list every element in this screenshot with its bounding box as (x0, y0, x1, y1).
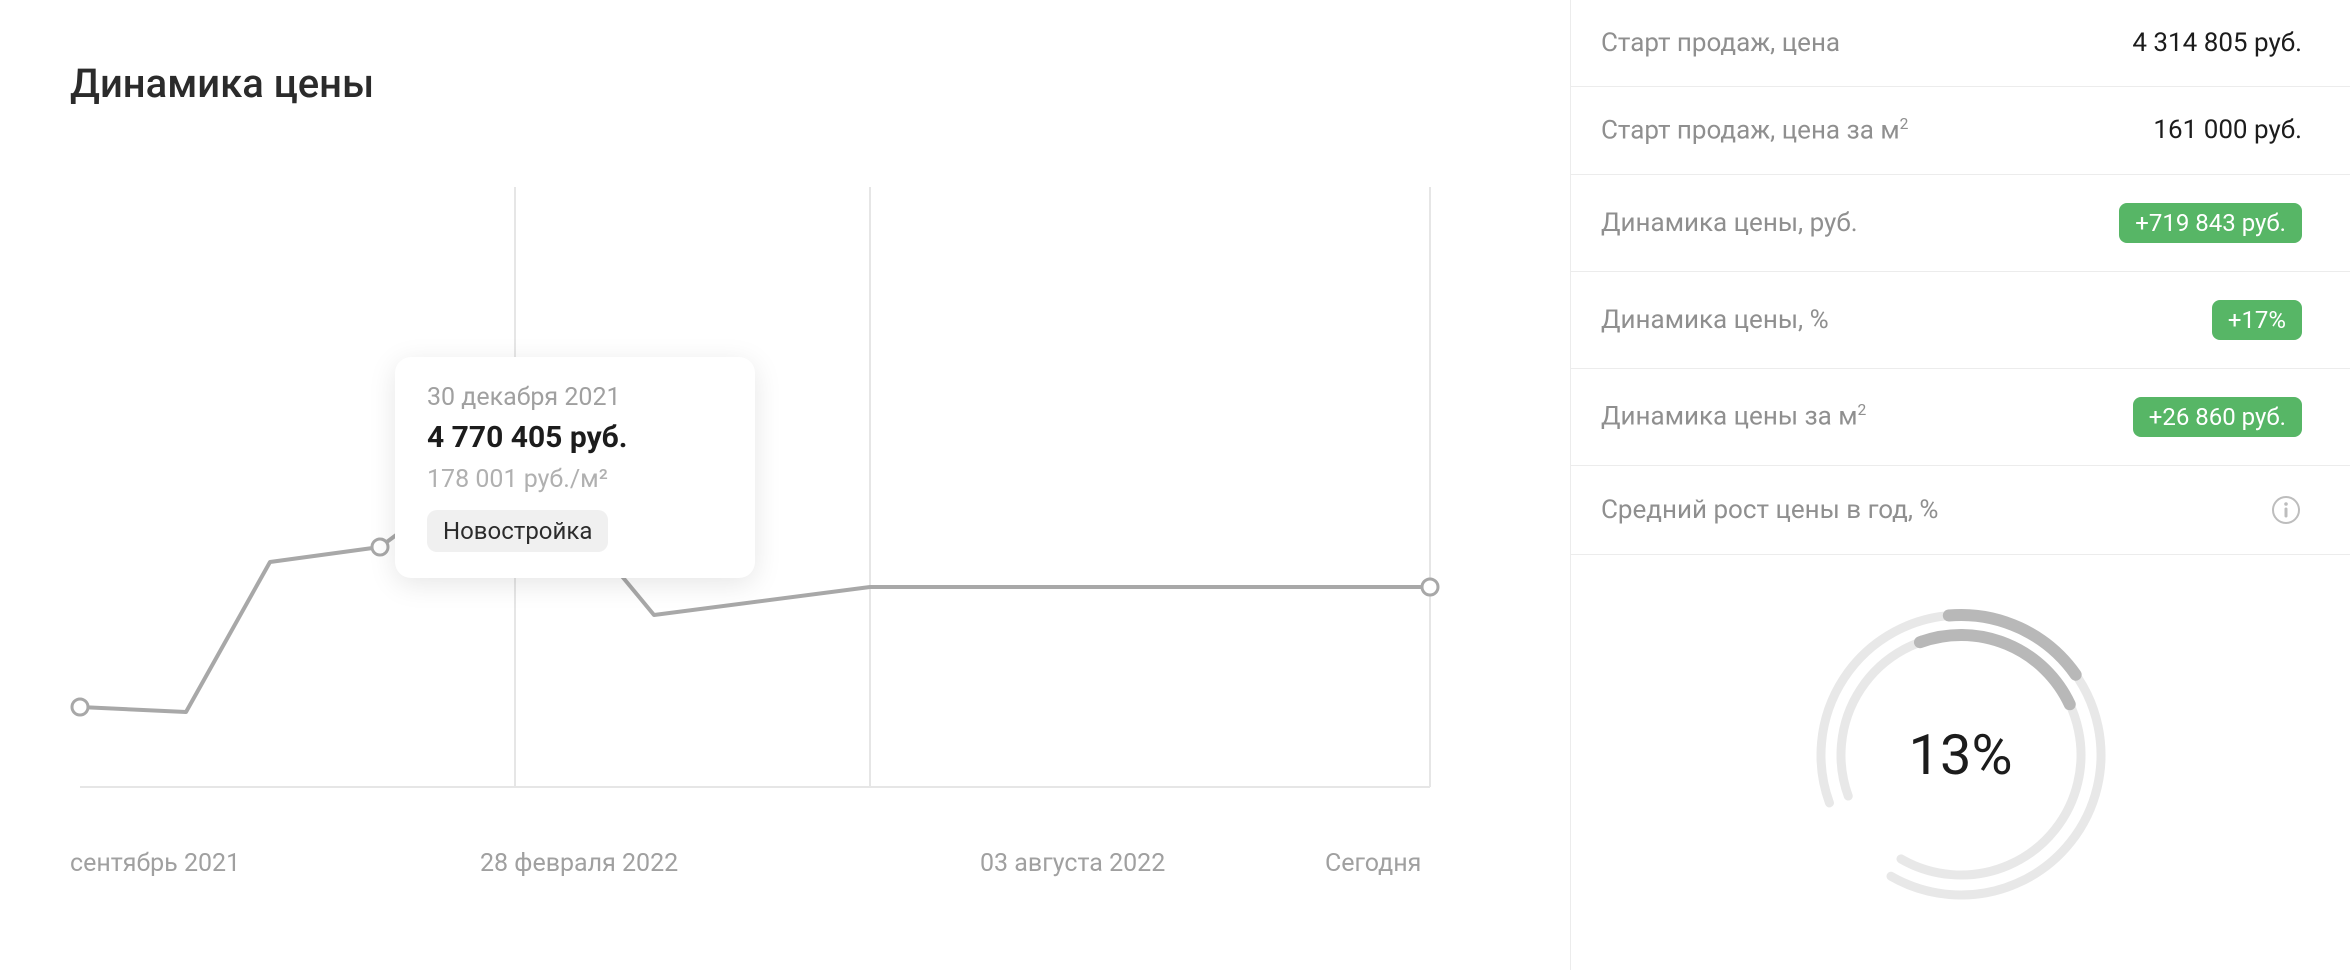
stats-list: Старт продаж, цена4 314 805 руб.Старт пр… (1571, 0, 2350, 555)
stats-label: Старт продаж, цена за м2 (1601, 115, 1908, 146)
tooltip-date: 30 декабря 2021 (427, 383, 723, 412)
x-tick-label: Сегодня (1325, 849, 1421, 878)
tooltip-badge: Новостройка (427, 510, 608, 552)
stats-badge: +719 843 руб. (2119, 203, 2302, 243)
tooltip-price: 4 770 405 руб. (427, 420, 723, 455)
gauge-wrap: 13% (1571, 605, 2350, 905)
price-line-chart[interactable] (70, 147, 1440, 867)
x-tick-label: 03 августа 2022 (980, 849, 1165, 878)
stats-label: Динамика цены за м2 (1601, 401, 1866, 432)
stats-badge: +17% (2212, 300, 2302, 340)
chart-tooltip: 30 декабря 2021 4 770 405 руб. 178 001 р… (395, 357, 755, 578)
chart-title: Динамика цены (70, 60, 1530, 107)
x-tick-label: сентябрь 2021 (70, 849, 240, 878)
stats-label: Старт продаж, цена (1601, 28, 1840, 58)
chart-panel: Динамика цены 30 декабря 2021 4 770 405 … (0, 0, 1570, 970)
stats-row: Средний рост цены в год, % (1571, 466, 2350, 555)
stats-label: Динамика цены, % (1601, 305, 1829, 335)
stats-label: Средний рост цены в год, % (1601, 495, 1938, 525)
stats-label: Динамика цены, руб. (1601, 208, 1858, 238)
yearly-growth-gauge: 13% (1811, 605, 2111, 905)
info-icon[interactable] (2270, 494, 2302, 526)
stats-value: 4 314 805 руб. (2132, 28, 2302, 58)
stats-panel: Старт продаж, цена4 314 805 руб.Старт пр… (1570, 0, 2350, 970)
chart-area: 30 декабря 2021 4 770 405 руб. 178 001 р… (70, 147, 1440, 867)
x-tick-label: 28 февраля 2022 (480, 849, 678, 878)
gauge-value: 13% (1811, 605, 2111, 905)
tooltip-ppm: 178 001 руб./м² (427, 465, 723, 494)
stats-row: Старт продаж, цена за м2 161 000 руб. (1571, 87, 2350, 175)
stats-badge: +26 860 руб. (2133, 397, 2302, 437)
stats-row: Динамика цены, % +17% (1571, 272, 2350, 369)
stats-value: 161 000 руб. (2153, 115, 2302, 145)
stats-row: Динамика цены за м2 +26 860 руб. (1571, 369, 2350, 466)
stats-row: Динамика цены, руб. +719 843 руб. (1571, 175, 2350, 272)
stats-row: Старт продаж, цена 4 314 805 руб. (1571, 0, 2350, 87)
